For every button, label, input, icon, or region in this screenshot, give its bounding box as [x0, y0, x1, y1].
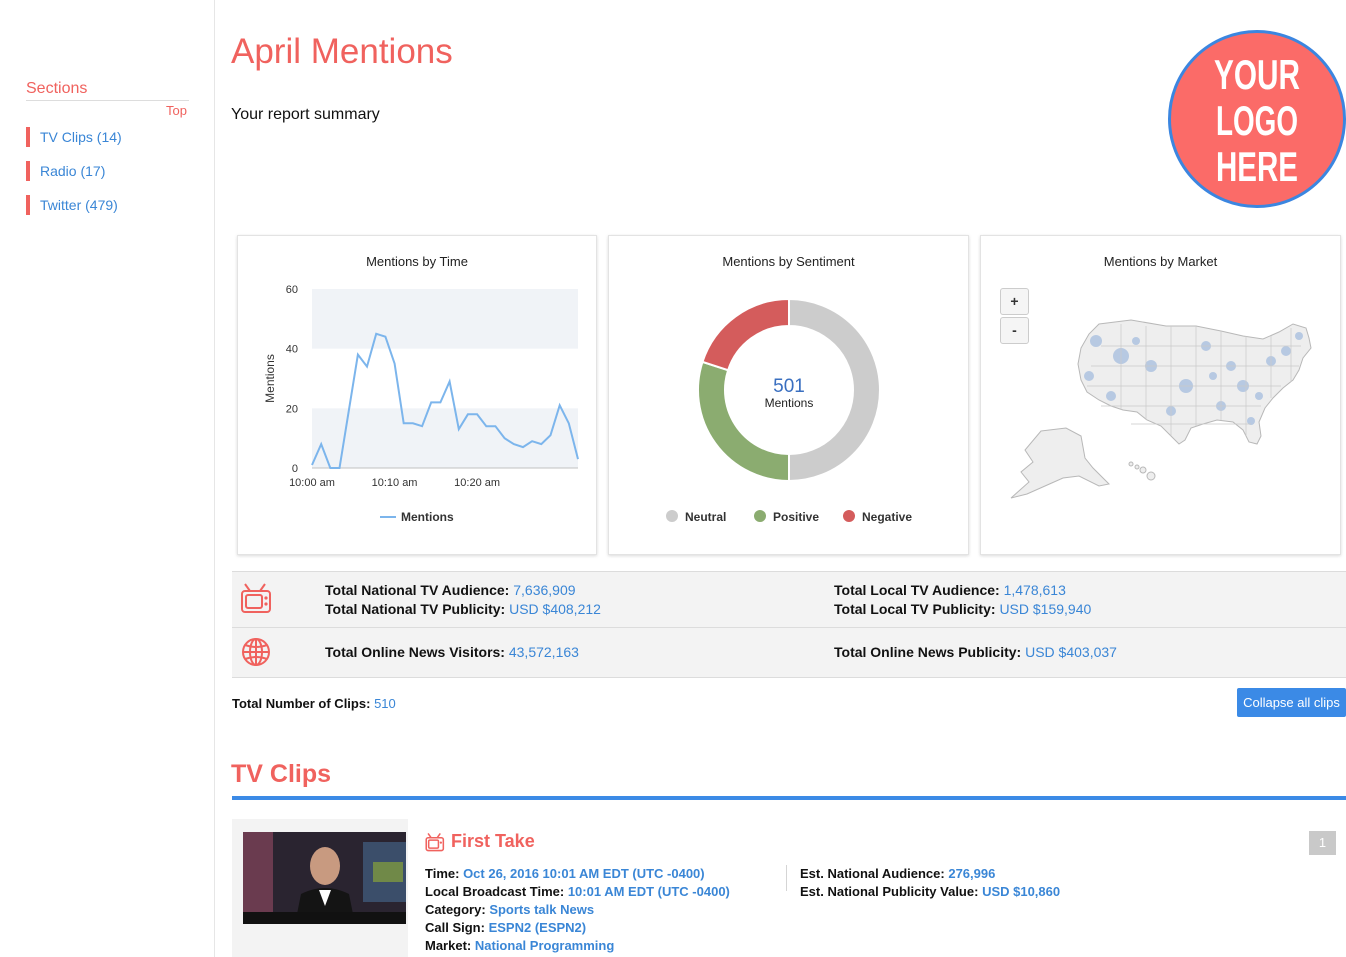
slice-negative[interactable]: [701, 297, 790, 372]
mentions-by-sentiment-card: Mentions by Sentiment 501 Mentions Neutral…: [608, 235, 969, 555]
us-market-map: [1010, 319, 1312, 499]
clip-meta-local-broadcast-time: Local Broadcast Time: 10:01 AM EDT (UTC …: [425, 884, 730, 899]
page-title: April Mentions: [231, 32, 453, 71]
mentions-by-market-card: Mentions by Market + -: [980, 235, 1341, 555]
legend-swatch-positive: [754, 510, 766, 522]
x-tick-label: 10:20 am: [454, 477, 500, 489]
clip-meta-divider: [786, 865, 787, 891]
mentions-by-time-chart: 0 20 40 60 Mentions 10:00 am 10:10 am 10:20 am M…: [263, 284, 579, 524]
tv-icon: [425, 832, 445, 851]
logo: YOUR LOGO HERE: [1168, 30, 1346, 208]
total-online-news-publicity: Total Online News Publicity: USD $403,03…: [834, 644, 1117, 660]
sidebar-item-tv-clips[interactable]: TV Clips (14): [26, 127, 122, 147]
plot-band: [312, 289, 578, 349]
totals-divider: [232, 627, 1346, 628]
legend-positive[interactable]: Positive: [773, 510, 819, 524]
report-summary: Your report summary: [231, 106, 380, 123]
total-national-tv-publicity: Total National TV Publicity: USD $408,21…: [325, 601, 601, 617]
clip-meta-market: Market: National Programming: [425, 938, 615, 953]
y-tick-label: 0: [292, 463, 298, 475]
sidebar-item-twitter[interactable]: Twitter (479): [26, 195, 118, 215]
mentions-by-time-title: Mentions by Time: [366, 254, 468, 269]
clip-meta-national-audience: Est. National Audience: 276,996: [800, 866, 996, 881]
plot-band: [312, 408, 578, 468]
sections-title: Sections: [26, 80, 88, 97]
x-tick-label: 10:00 am: [289, 477, 335, 489]
total-online-news-visitors: Total Online News Visitors: 43,572,163: [325, 644, 579, 660]
map-hawaii: [1128, 461, 1156, 481]
clip-meta-call-sign: Call Sign: ESPN2 (ESPN2): [425, 920, 587, 935]
map-alaska: [1010, 427, 1111, 499]
y-tick-label: 20: [286, 403, 298, 415]
clip-title-text: First Take: [451, 831, 535, 851]
svg-text:HERE: HERE: [1216, 143, 1298, 189]
total-local-tv-publicity: Total Local TV Publicity: USD $159,940: [834, 601, 1092, 617]
collapse-all-clips-button[interactable]: Collapse all clips: [1237, 688, 1346, 717]
clip-thumbnail-image: [243, 832, 406, 924]
total-national-tv-audience: Total National TV Audience: 7,636,909: [325, 582, 576, 598]
mentions-by-market-title: Mentions by Market: [1103, 254, 1218, 269]
mentions-series-line: [311, 332, 579, 469]
legend-neutral[interactable]: Neutral: [685, 510, 726, 524]
map-zoom-in-button[interactable]: +: [1000, 288, 1029, 315]
mentions-by-time-card: Mentions by Time 0 20 40 60 Mentions 10:00 am…: [237, 235, 597, 555]
clip-meta-time: Time: Oct 26, 2016 10:01 AM EDT (UTC -04…: [425, 866, 705, 881]
donut-center-value: 501: [773, 376, 805, 397]
total-number-of-clips: Total Number of Clips: 510: [232, 696, 396, 711]
total-local-tv-audience: Total Local TV Audience: 1,478,613: [834, 582, 1066, 598]
clip-meta-category: Category: Sports talk News: [425, 902, 595, 917]
svg-text:LOGO: LOGO: [1216, 97, 1298, 144]
legend-swatch-neutral: [666, 510, 678, 522]
globe-icon: [242, 638, 270, 666]
y-axis-title: Mentions: [263, 354, 277, 403]
sidebar: Sections Top TV Clips (14) Radio (17) Tw…: [0, 0, 215, 957]
clip-item: First Take 1 Time: Oct 26, 2016 10:01 AM…: [232, 819, 1346, 957]
clip-thumbnail[interactable]: [243, 832, 406, 924]
mentions-by-sentiment-title: Mentions by Sentiment: [722, 254, 855, 269]
clip-number-badge: 1: [1309, 831, 1336, 855]
logo-text: YOUR LOGO HERE: [1214, 51, 1300, 189]
slice-neutral[interactable]: [788, 297, 881, 483]
clip-title[interactable]: First Take: [425, 831, 535, 852]
legend-swatch-negative: [843, 510, 855, 522]
clip-details-panel: [408, 819, 1346, 957]
y-tick-label: 60: [286, 284, 298, 296]
legend-mentions[interactable]: Mentions: [401, 510, 454, 524]
sidebar-item-radio[interactable]: Radio (17): [26, 161, 105, 181]
totals-panel: Total National TV Audience: 7,636,909 To…: [232, 571, 1346, 678]
x-tick-label: 10:10 am: [372, 477, 418, 489]
donut-center-label: Mentions: [765, 396, 814, 410]
tv-clips-heading: TV Clips: [231, 760, 332, 788]
clip-meta-national-publicity: Est. National Publicity Value: USD $10,8…: [800, 884, 1061, 899]
map-continental-us: [1077, 319, 1312, 445]
legend-negative[interactable]: Negative: [862, 510, 912, 524]
tv-clips-divider: [232, 796, 1346, 800]
top-link[interactable]: Top: [166, 103, 187, 118]
sections-divider: [26, 100, 189, 101]
map-zoom-out-button[interactable]: -: [1000, 317, 1029, 344]
y-tick-label: 40: [286, 344, 298, 356]
tv-icon: [241, 583, 271, 613]
svg-text:YOUR: YOUR: [1214, 51, 1300, 98]
